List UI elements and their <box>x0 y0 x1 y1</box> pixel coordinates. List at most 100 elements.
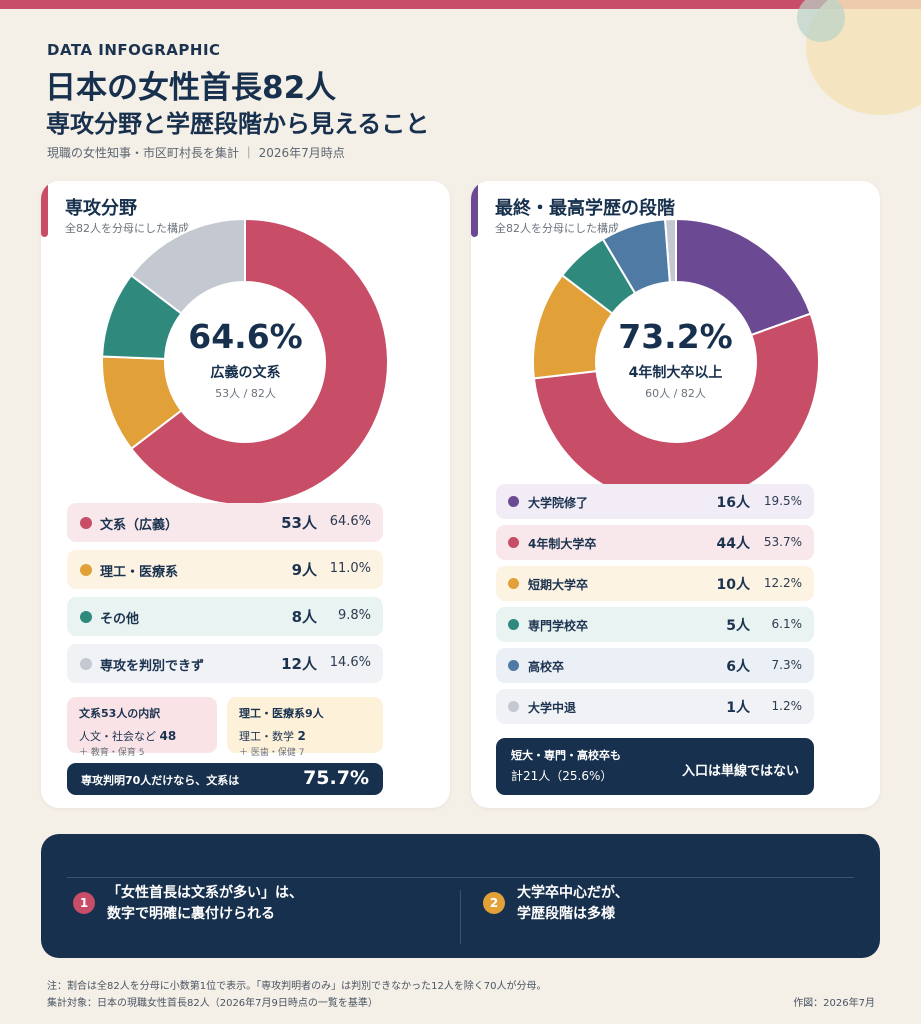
top-accent-bar <box>0 0 921 9</box>
takeaway-line: 「女性首長は文系が多い」は、 <box>107 885 303 901</box>
legend-name: 大学中退 <box>528 701 577 715</box>
education-legend-row: 大学院修了 16人 19.5% <box>496 484 814 519</box>
legend-name: 大学院修了 <box>528 496 589 510</box>
education-center-pct: 73.2% <box>618 317 733 356</box>
riko-breakdown-box: 理工・医療系9人 理工・数学 2 ＋ 医歯・保健 7 <box>227 697 383 758</box>
legend-dot <box>508 578 519 589</box>
legend-pct: 14.6% <box>329 655 371 670</box>
legend-dot <box>508 537 519 548</box>
major-card: 専攻分野 全82人を分母にした構成 64.6% 広義の文系 53人 / 82人 … <box>41 181 450 808</box>
legend-pct: 64.6% <box>329 514 371 529</box>
card-accent <box>41 181 48 237</box>
legend-count: 9人 <box>291 561 317 579</box>
breakdown-main-text: 人文・社会など <box>79 730 156 743</box>
major-card-title: 専攻分野 <box>65 198 137 219</box>
major-center-pct: 64.6% <box>188 317 303 356</box>
legend-count: 8人 <box>291 608 317 626</box>
legend-pct: 7.3% <box>771 658 803 672</box>
breakdown-main-num: 48 <box>159 729 177 743</box>
breakdown-main: 理工・数学 2 <box>239 728 371 744</box>
legend-name: 専攻を判別できず <box>100 659 205 674</box>
legend-dot <box>80 611 92 623</box>
breakdown-main-num: 2 <box>297 729 306 743</box>
legend-pct: 12.2% <box>763 576 802 590</box>
education-legend-row: 大学中退 1人 1.2% <box>496 689 814 724</box>
point-number-badge: 2 <box>483 892 505 914</box>
legend-pct: 9.8% <box>337 608 371 623</box>
major-legend-row: 理工・医療系 9人 11.0% <box>67 550 383 589</box>
legend-dot <box>80 517 92 529</box>
legend-count: 5人 <box>726 618 750 634</box>
summary-line2: 計21人（25.6%） <box>511 769 613 783</box>
takeaway-line: 学歴段階は多様 <box>517 906 615 922</box>
breakdown-title: 理工・医療系9人 <box>239 707 324 720</box>
legend-dot <box>508 701 519 712</box>
legend-pct: 6.1% <box>771 617 803 631</box>
summary-value: 75.7% <box>303 767 369 789</box>
legend-name: 高校卒 <box>528 660 565 674</box>
legend-name: 短期大学卒 <box>528 578 589 592</box>
major-legend-row: 文系（広義） 53人 64.6% <box>67 503 383 542</box>
major-summary-bar: 専攻判明70人だけなら、文系は 75.7% <box>67 763 383 795</box>
eyebrow-label: DATA INFOGRAPHIC <box>47 41 221 59</box>
legend-count: 16人 <box>716 495 750 511</box>
summary-right: 入口は単線ではない <box>681 764 799 779</box>
education-card: 最終・最高学歴の段階 全82人を分母にした構成 73.2% 4年制大卒以上 60… <box>471 181 880 808</box>
scope-note: 集計対象：日本の現職女性首長82人（2026年7月9日時点の一覧を基準） <box>47 998 378 1009</box>
education-legend-row: 高校卒 6人 7.3% <box>496 648 814 683</box>
legend-dot <box>80 658 92 670</box>
footnote: 注：割合は全82人を分母に小数第1位で表示。「専攻判明者のみ」は判別できなかった… <box>47 981 547 992</box>
legend-count: 53人 <box>281 514 317 532</box>
point-number-badge: 1 <box>73 892 95 914</box>
legend-dot <box>508 660 519 671</box>
credit: 作図：2026年7月 <box>793 998 875 1009</box>
donut-slice <box>560 237 637 315</box>
education-legend-row: 4年制大学卒 44人 53.7% <box>496 525 814 560</box>
major-legend-row: その他 8人 9.8% <box>67 597 383 636</box>
education-card-note: 全82人を分母にした構成 <box>495 222 619 235</box>
legend-count: 12人 <box>281 655 317 673</box>
legend-name: その他 <box>100 612 140 627</box>
legend-name: 文系（広義） <box>100 518 179 533</box>
bunkei-breakdown-box: 文系53人の内訳 人文・社会など 48 ＋ 教育・保育 5 <box>67 697 217 758</box>
legend-dot <box>508 496 519 507</box>
major-center-sub: 53人 / 82人 <box>215 387 276 400</box>
takeaways-panel: 1 「女性首長は文系が多い」は、 数字で明確に裏付けられる 2 大学卒中心だが、… <box>41 834 880 958</box>
legend-count: 44人 <box>716 536 750 552</box>
major-legend-row: 専攻を判別できず 12人 14.6% <box>67 644 383 683</box>
donut-slice <box>663 217 677 284</box>
legend-pct: 11.0% <box>329 561 371 576</box>
page-subtitle: 専攻分野と学歴段階から見えること <box>46 110 430 138</box>
breakdown-title: 文系53人の内訳 <box>79 707 161 720</box>
legend-pct: 53.7% <box>763 535 802 549</box>
takeaway-text: 「女性首長は文系が多い」は、 数字で明確に裏付けられる <box>107 883 303 925</box>
education-summary-bar: 短大・専門・高校卒も 計21人（25.6%） 入口は単線ではない <box>496 738 814 795</box>
education-card-title: 最終・最高学歴の段階 <box>495 198 675 219</box>
takeaway-line: 数字で明確に裏付けられる <box>107 906 275 922</box>
decorative-circle-small <box>797 0 845 42</box>
panel-divider <box>460 890 461 944</box>
legend-dot <box>80 564 92 576</box>
legend-count: 1人 <box>726 700 750 716</box>
education-legend-row: 専門学校卒 5人 6.1% <box>496 607 814 642</box>
legend-dot <box>508 619 519 630</box>
breakdown-sub: ＋ 医歯・保健 7 <box>239 748 305 758</box>
major-center-label: 広義の文系 <box>210 365 281 381</box>
education-center-sub: 60人 / 82人 <box>645 387 706 400</box>
page-meta: 現職の女性知事・市区町村長を集計 ｜ 2026年7月時点 <box>47 146 345 160</box>
summary-line1: 短大・専門・高校卒も <box>511 749 621 762</box>
legend-count: 10人 <box>716 577 750 593</box>
legend-pct: 1.2% <box>771 699 803 713</box>
card-accent <box>471 181 478 237</box>
breakdown-sub: ＋ 教育・保育 5 <box>79 748 145 758</box>
panel-rule <box>67 877 854 878</box>
legend-pct: 19.5% <box>763 494 802 508</box>
takeaway-text: 大学卒中心だが、 学歴段階は多様 <box>517 883 629 925</box>
major-card-note: 全82人を分母にした構成 <box>65 222 189 235</box>
legend-name: 理工・医療系 <box>100 565 179 580</box>
education-center-label: 4年制大卒以上 <box>628 365 723 381</box>
education-legend-row: 短期大学卒 10人 12.2% <box>496 566 814 601</box>
breakdown-main-text: 理工・数学 <box>239 730 294 743</box>
takeaway-line: 大学卒中心だが、 <box>517 885 629 901</box>
summary-label: 専攻判明70人だけなら、文系は <box>81 774 240 787</box>
